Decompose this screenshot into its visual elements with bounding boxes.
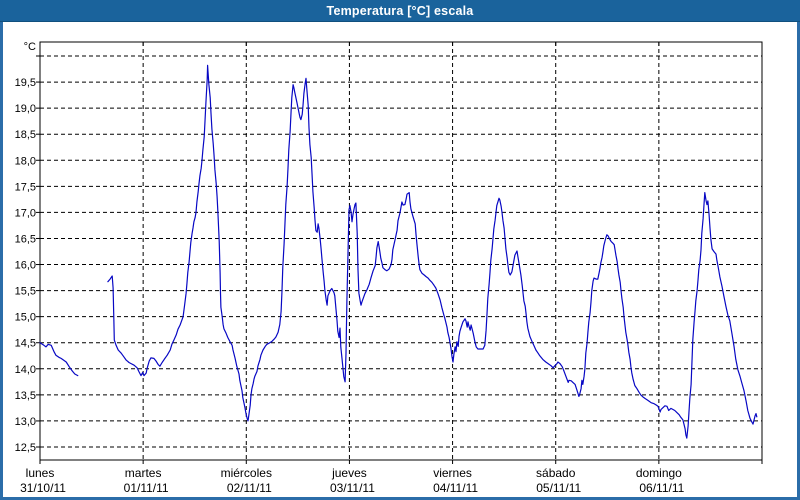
y-axis-label: 19,0 xyxy=(15,103,36,115)
date-label: 04/11/11 xyxy=(433,481,478,495)
date-label: 31/10/11 xyxy=(20,481,66,495)
y-axis-label: 16,0 xyxy=(15,260,36,272)
y-axis-label: 15,0 xyxy=(15,312,36,324)
plot-border xyxy=(39,41,763,461)
y-axis-label: 14,0 xyxy=(15,364,36,376)
y-axis-label: 12,5 xyxy=(15,442,36,454)
temperature-line xyxy=(107,64,758,439)
y-axis-label: 14,5 xyxy=(15,338,36,350)
day-label: jueves xyxy=(331,466,367,480)
day-label: miércoles xyxy=(221,466,272,480)
day-label: domingo xyxy=(636,466,682,480)
y-axis-label: 17,0 xyxy=(15,207,36,219)
day-label: viernes xyxy=(433,466,472,480)
date-label: 05/11/11 xyxy=(536,481,581,495)
page-title: Temperatura [°C] escala xyxy=(326,3,474,18)
y-axis-label: 19,5 xyxy=(15,77,36,89)
date-label: 06/11/11 xyxy=(639,481,684,495)
y-axis-label: 18,5 xyxy=(15,129,36,141)
y-axis-label: 13,0 xyxy=(15,416,36,428)
y-axis-label: 17,5 xyxy=(15,181,36,193)
day-label: sábado xyxy=(536,466,576,480)
y-axis-label: 18,0 xyxy=(15,155,36,167)
y-axis-label: 13,5 xyxy=(15,390,36,402)
day-label: martes xyxy=(125,466,162,480)
day-label: lunes xyxy=(26,466,55,480)
y-axis-label: 16,5 xyxy=(15,233,36,245)
date-label: 03/11/11 xyxy=(330,481,375,495)
temperature-line xyxy=(39,342,79,377)
date-label: 01/11/11 xyxy=(124,481,169,495)
y-unit-label: °C xyxy=(24,41,36,53)
y-axis-label: 15,5 xyxy=(15,286,36,298)
date-label: 02/11/11 xyxy=(227,481,272,495)
title-bar: Temperatura [°C] escala xyxy=(0,0,800,22)
